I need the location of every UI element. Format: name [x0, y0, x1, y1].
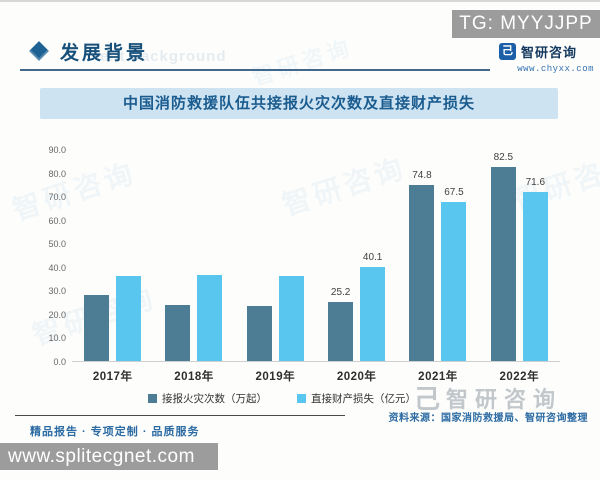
plot-area: 25.2 40.1 74.8 67.5 82.5 71.6: [72, 150, 560, 362]
tg-badge: TG: MYYJJPP: [452, 10, 600, 38]
site-url-bar: www.splitecgnet.com: [0, 443, 218, 470]
chart-legend: 接报火灾次数（万起） 直接财产损失（亿元）: [72, 391, 492, 406]
brand-url: www.chyxx.com: [517, 64, 594, 74]
y-axis-tick: 10.0: [48, 333, 66, 344]
y-axis-tick: 30.0: [48, 286, 66, 297]
y-axis-tick: 50.0: [48, 239, 66, 250]
bar-fire-count: 25.2: [328, 287, 354, 361]
bar-fire-count: [246, 306, 272, 361]
top-divider: [0, 0, 600, 2]
brand-block: 己 智研咨询 www.chyxx.com: [499, 42, 594, 74]
legend-label: 直接财产损失（亿元）: [311, 393, 416, 405]
bar-value-label: 40.1: [362, 251, 383, 263]
bar-group: 82.5 71.6: [490, 150, 548, 361]
legend-swatch: [297, 394, 306, 403]
watermark: 智研咨询: [249, 34, 356, 91]
x-axis-label: 2021年: [418, 371, 458, 383]
brand-logo-watermark-icon: 己: [414, 384, 441, 414]
y-axis-tick: 60.0: [48, 215, 66, 226]
bar-group: [165, 150, 223, 361]
data-source-note: 资料来源：国家消防救援局、智研咨询整理: [388, 413, 588, 424]
brand-watermark-text: 智研咨询: [446, 386, 563, 412]
brand-watermark-large: 己 智研咨询: [414, 379, 562, 416]
y-axis-tick: 70.0: [48, 192, 66, 203]
bar-value-label: 67.5: [444, 187, 464, 198]
bar-group: 74.8 67.5: [409, 150, 467, 361]
y-axis-tick: 80.0: [48, 168, 66, 179]
x-axis-label: 2019年: [255, 371, 296, 383]
bar-value-label: 25.2: [330, 286, 351, 298]
bar-value-label: 71.6: [525, 177, 546, 189]
bar-property-loss: [197, 274, 223, 361]
bar-group: [84, 150, 142, 361]
y-axis-tick: 0.0: [53, 357, 66, 367]
bar-property-loss: 40.1: [360, 252, 386, 361]
bar-property-loss: 71.6: [522, 177, 548, 361]
section-title: 发展背景: [60, 43, 149, 64]
bar-property-loss: [278, 276, 304, 361]
chart-title: 中国消防救援队伍共接报火灾次数及直接财产损失: [40, 88, 558, 119]
y-axis-tick: 40.0: [48, 262, 66, 273]
header-divider: [20, 69, 490, 71]
bar-value-label: 82.5: [493, 151, 514, 163]
y-axis: 90.0 80.0 70.0 60.0 50.0 40.0 30.0 20.0 10.0 0.0: [34, 145, 66, 367]
y-axis-tick: 20.0: [48, 309, 66, 320]
legend-item: 接报火灾次数（万起）: [148, 391, 267, 406]
x-axis-label: 2017年: [92, 371, 133, 383]
x-axis: 2017年 2018年 2019年 2020年 2021年 2022年: [72, 368, 560, 384]
bar-group: 25.2 40.1: [328, 150, 386, 361]
services-tagline: 精品报告 · 专项定制 · 品质服务: [30, 426, 200, 438]
bar-fire-count: [165, 305, 191, 361]
y-axis-tick: 90.0: [48, 145, 66, 155]
bar-property-loss: [116, 276, 142, 361]
diamond-icon: [29, 41, 49, 61]
bar-property-loss: 67.5: [441, 187, 467, 361]
x-axis-label: 2020年: [336, 371, 377, 383]
brand-name: 智研咨询: [521, 45, 578, 60]
bar-fire-count: 82.5: [490, 152, 516, 361]
bar-fire-count: 74.8: [409, 170, 435, 361]
legend-item: 直接财产损失（亿元）: [297, 391, 416, 406]
x-axis-label: 2018年: [174, 371, 214, 383]
bar-group: [246, 150, 304, 361]
bar-fire-count: [84, 294, 110, 361]
legend-swatch: [148, 394, 157, 403]
footer-divider: [15, 415, 345, 416]
legend-label: 接报火灾次数（万起）: [162, 393, 267, 405]
bar-value-label: 74.8: [412, 169, 432, 181]
header-watermark-text: ent background: [100, 48, 227, 65]
x-axis-label: 2022年: [499, 371, 540, 383]
brand-logo-icon: 己: [499, 43, 516, 60]
